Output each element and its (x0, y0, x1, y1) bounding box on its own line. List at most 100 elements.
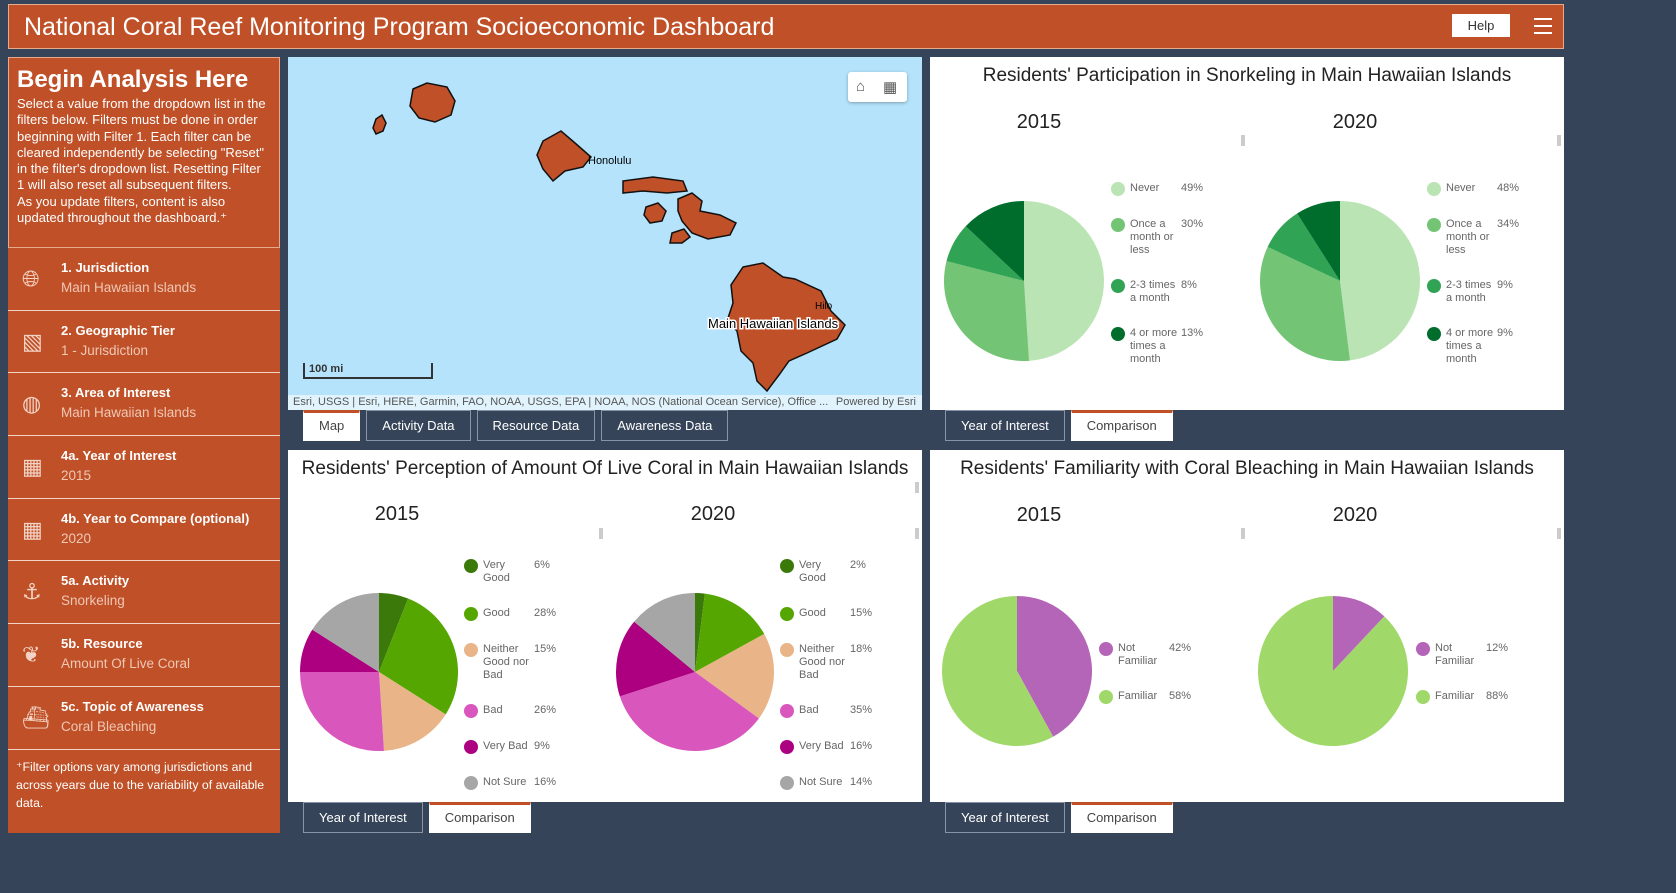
legend-item[interactable]: Neither Good nor Bad 15% (464, 643, 556, 682)
pie-slice-2-3-times-a-month[interactable] (1267, 213, 1340, 281)
filter-8[interactable]: ⛴︎ 5c. Topic of Awareness Coral Bleaching (8, 687, 280, 750)
filter-value[interactable]: 2015 (61, 468, 92, 484)
year-heading: 2015 (374, 503, 420, 525)
legend-item[interactable]: Not Familiar 12% (1416, 642, 1508, 668)
legend-item[interactable]: Not Familiar 42% (1099, 642, 1191, 668)
legend-item[interactable]: Very Good 2% (780, 559, 872, 585)
chart-title: Residents' Familiarity with Coral Bleach… (960, 458, 1534, 479)
pie-slice-not-sure[interactable] (634, 593, 695, 672)
tab-awareness-data[interactable]: Awareness Data (601, 410, 729, 441)
pie-slice-very-good[interactable] (695, 593, 705, 672)
legend-item[interactable]: Never 49% (1111, 182, 1203, 196)
scrollbar[interactable] (915, 482, 919, 493)
legend-value: 13% (1181, 327, 1204, 339)
legend-value: 2% (850, 559, 866, 571)
legend-item[interactable]: Bad 35% (780, 704, 872, 718)
tab-comparison[interactable]: Comparison (428, 802, 531, 833)
legend-item[interactable]: Good 15% (780, 607, 872, 621)
legend-value: 88% (1486, 690, 1509, 702)
legend-item[interactable]: Bad 26% (464, 704, 556, 718)
filter-2[interactable]: ▧ 2. Geographic Tier 1 - Jurisdiction (8, 311, 280, 374)
filter-value[interactable]: Main Hawaiian Islands (61, 280, 197, 295)
pie-slice-familiar[interactable] (1258, 596, 1408, 746)
filter-value[interactable]: Amount Of Live Coral (61, 656, 191, 672)
filter-5[interactable]: ▦ 4b. Year to Compare (optional) 2020 (8, 499, 280, 562)
legend-item[interactable]: Not Sure 16% (464, 776, 556, 790)
pie-slice-once-a-month-or-less[interactable] (1260, 246, 1351, 361)
filter-7[interactable]: ❦ 5b. Resource Amount Of Live Coral (8, 624, 280, 687)
pie-slice-good[interactable] (695, 593, 765, 672)
legend-item[interactable]: 4 or more times a month 13% (1111, 327, 1203, 366)
pie-slice-neither-good-nor-bad[interactable] (695, 633, 774, 719)
qr-grid-icon[interactable]: ▦ (883, 79, 898, 96)
filter-1[interactable]: 🌐︎ 1. Jurisdiction Main Hawaiian Islands (8, 248, 280, 311)
pie-slice-not-familiar[interactable] (1017, 596, 1092, 737)
scrollbar[interactable] (1241, 528, 1245, 539)
scrollbar[interactable] (1241, 135, 1245, 146)
filter-3[interactable]: ◍ 3. Area of Interest Main Hawaiian Island… (8, 373, 280, 437)
filter-value[interactable]: Main Hawaiian Islands (61, 405, 197, 421)
scrollbar[interactable] (915, 528, 919, 539)
pie-slice-never[interactable] (1340, 201, 1420, 361)
filter-value[interactable]: 2020 (61, 530, 92, 546)
legend-item[interactable]: 2-3 times a month 9% (1427, 279, 1519, 305)
legend-item[interactable]: Very Bad 16% (780, 740, 872, 754)
pie-slice-bad[interactable] (619, 672, 759, 751)
pie-slice-very-bad[interactable] (616, 621, 695, 697)
pie-slice-very-good[interactable] (379, 593, 409, 672)
legend-item[interactable]: Never 48% (1427, 182, 1519, 196)
tab-comparison[interactable]: Comparison (1070, 410, 1173, 441)
scrollbar[interactable] (1557, 528, 1561, 539)
legend-value: 42% (1169, 642, 1192, 654)
legend-item[interactable]: Neither Good nor Bad 18% (780, 643, 872, 682)
tab-map[interactable]: Map (303, 410, 361, 441)
pie-slice-very-bad[interactable] (300, 629, 379, 672)
pie-slice-not-familiar[interactable] (1333, 596, 1385, 671)
map-view[interactable]: Honolulu Hilo Main Hawaiian Islands ⌂ ▦ … (288, 57, 922, 410)
pie-slice-familiar[interactable] (942, 596, 1054, 746)
tab-comparison[interactable]: Comparison (1070, 802, 1173, 833)
pie-slice-neither-good-nor-bad[interactable] (379, 672, 446, 751)
tab-resource-data[interactable]: Resource Data (476, 410, 596, 441)
scrollbar[interactable] (1557, 135, 1561, 146)
legend-value: 15% (534, 643, 557, 655)
filter-value[interactable]: 1 - Jurisdiction (61, 342, 149, 358)
map-canvas[interactable]: Honolulu Hilo Main Hawaiian Islands (288, 57, 922, 410)
pie-slice-bad[interactable] (300, 672, 384, 751)
filter-value[interactable]: Coral Bleaching (61, 718, 157, 734)
home-icon[interactable]: ⌂ (856, 78, 866, 95)
tab-year-of-interest[interactable]: Year of Interest (945, 802, 1065, 833)
filter-value[interactable]: Snorkeling (61, 593, 125, 609)
pie-slice-4-or-more-times-a-month[interactable] (1297, 201, 1340, 281)
legend-item[interactable]: Familiar 58% (1099, 690, 1191, 704)
legend-item[interactable]: Familiar 88% (1416, 690, 1508, 704)
legend-item[interactable]: Very Bad 9% (464, 740, 556, 754)
legend-swatch (464, 559, 478, 573)
legend-label: Familiar (1435, 690, 1475, 702)
tab-year-of-interest[interactable]: Year of Interest (945, 410, 1065, 441)
filter-4[interactable]: ▦ 4a. Year of Interest 2015 (8, 436, 280, 499)
pie-slice-once-a-month-or-less[interactable] (944, 261, 1030, 361)
pie-slice-good[interactable] (379, 598, 458, 715)
legend-item[interactable]: 4 or more times a month 9% (1427, 327, 1519, 366)
pie-slice-not-sure[interactable] (312, 593, 379, 672)
scrollbar[interactable] (599, 528, 603, 539)
legend-label: Neither Good nor Bad (799, 643, 845, 681)
legend-value: 9% (1497, 327, 1513, 339)
tab-year-of-interest[interactable]: Year of Interest (303, 802, 423, 833)
legend-item[interactable]: Good 28% (464, 607, 556, 621)
legend-item[interactable]: Once a month or less 30% (1111, 218, 1203, 257)
filter-6[interactable]: ⚓︎ 5a. Activity Snorkeling (8, 561, 280, 625)
legend-item[interactable]: 2-3 times a month 8% (1111, 279, 1203, 305)
pie-slice-4-or-more-times-a-month[interactable] (965, 201, 1024, 281)
scale-bar: 100 mi (303, 363, 433, 379)
hamburger-menu-icon[interactable] (1534, 18, 1552, 36)
help-button[interactable]: Help (1452, 14, 1510, 37)
pie-slice-2-3-times-a-month[interactable] (946, 226, 1024, 281)
legend-item[interactable]: Not Sure 14% (780, 776, 872, 790)
legend-item[interactable]: Once a month or less 34% (1427, 218, 1519, 257)
tab-activity-data[interactable]: Activity Data (366, 410, 471, 441)
pie-slice-never[interactable] (1024, 201, 1104, 361)
legend-item[interactable]: Very Good 6% (464, 559, 556, 585)
powered-by[interactable]: Powered by Esri (835, 396, 916, 408)
